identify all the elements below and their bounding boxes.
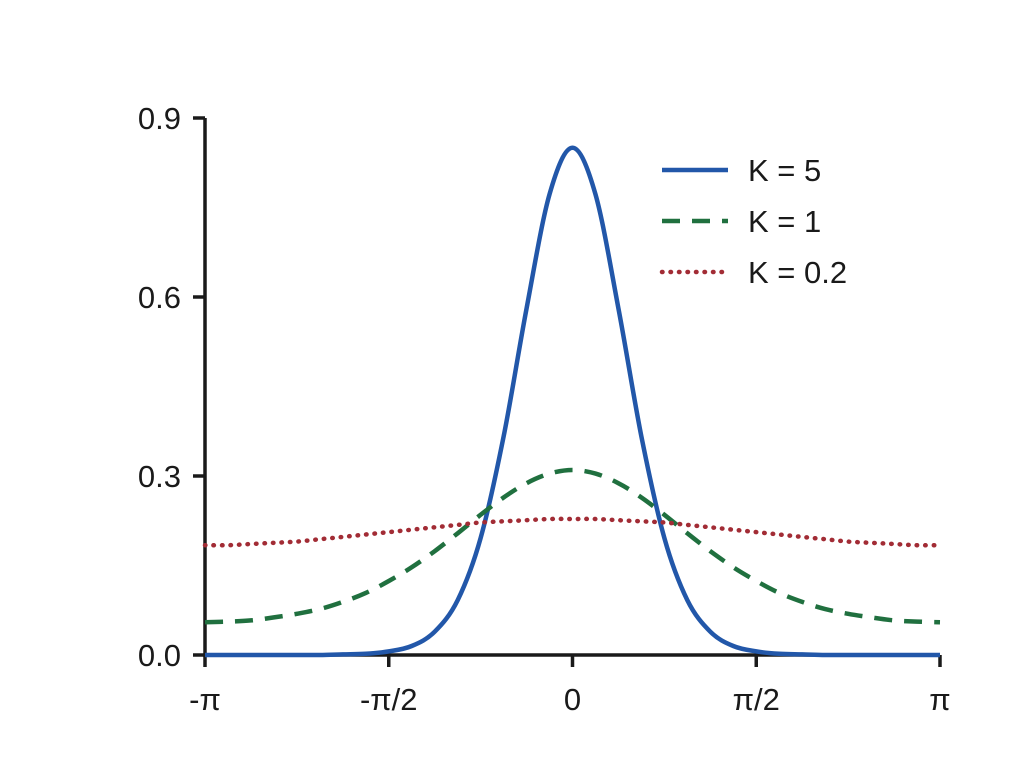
x-tick-label: π/2	[733, 682, 780, 717]
y-tick-label: 0.0	[138, 638, 181, 673]
x-tick-label: 0	[564, 682, 581, 717]
legend-label-3: K = 0.2	[748, 255, 847, 290]
y-tick-label: 0.9	[138, 101, 181, 136]
legend-label-1: K = 5	[748, 153, 821, 188]
y-tick-label: 0.6	[138, 280, 181, 315]
x-tick-label: -π	[189, 682, 221, 717]
series-line-1	[205, 145, 940, 658]
x-tick-label: -π/2	[360, 682, 418, 717]
series-line-2	[204, 467, 941, 625]
y-tick-label: 0.3	[138, 459, 181, 494]
legend-label-2: K = 1	[748, 204, 821, 239]
series-line-3	[202, 516, 943, 548]
x-tick-label: π	[929, 682, 950, 717]
